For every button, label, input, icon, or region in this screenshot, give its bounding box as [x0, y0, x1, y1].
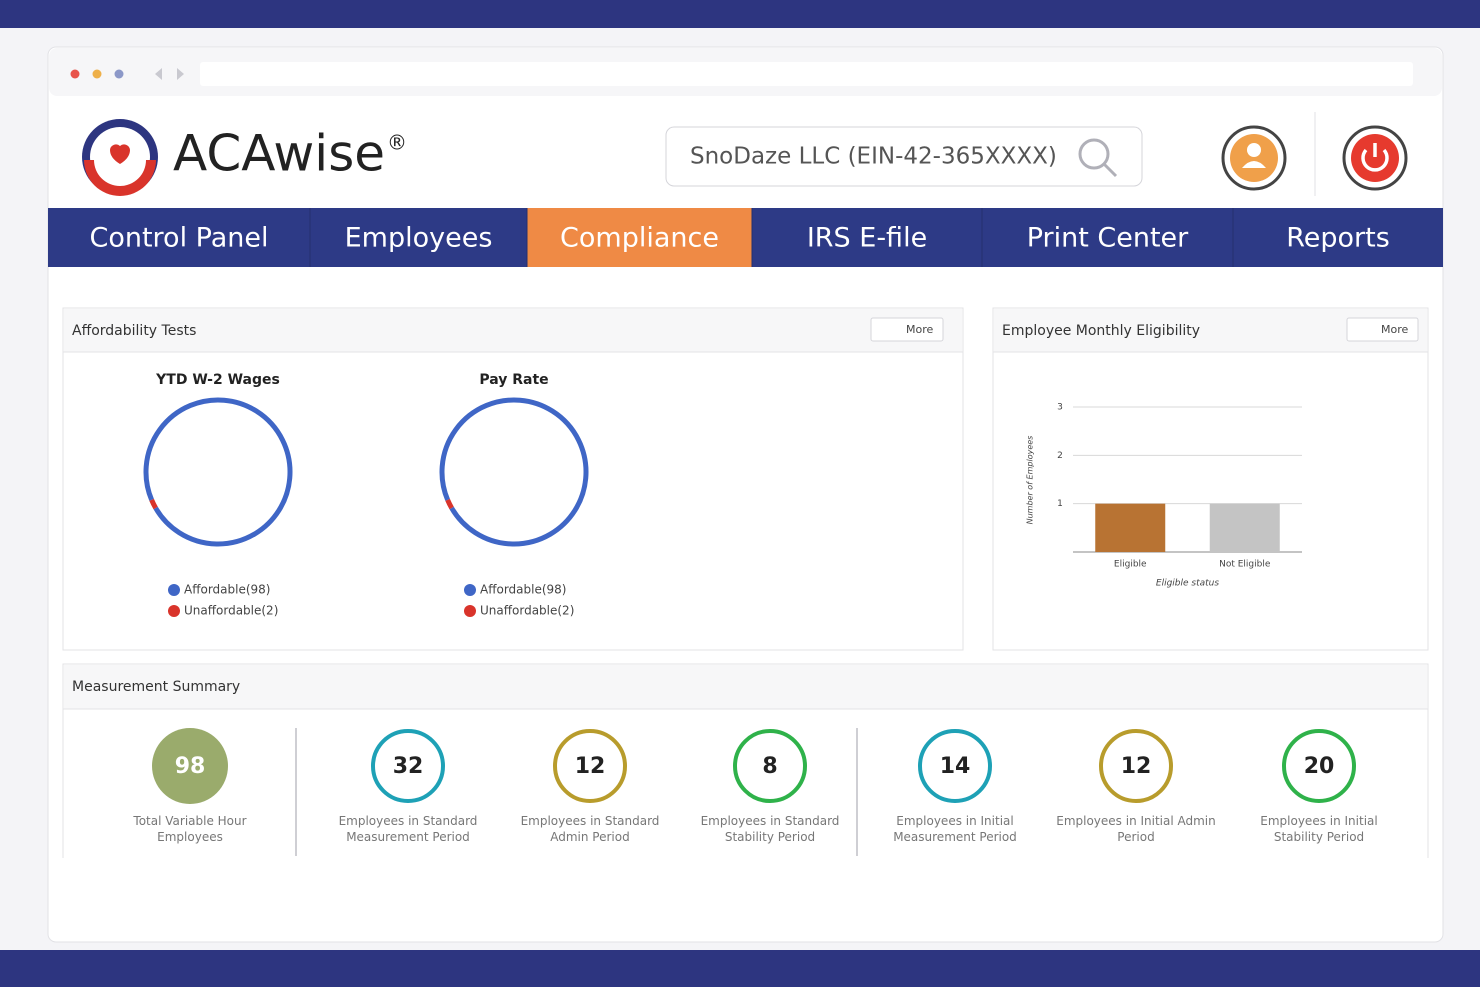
search-text: SnoDaze LLC (EIN-42-365XXXX) — [690, 144, 1057, 170]
legend-marker — [168, 605, 180, 617]
summary-label: Employees in Initial Admin Period — [1056, 814, 1216, 844]
y-axis-title: Number of Employees — [1026, 436, 1035, 525]
window-dot[interactable] — [92, 69, 102, 79]
summary-label: Total Variable Hour Employees — [133, 814, 247, 844]
trademark: ® — [387, 131, 407, 155]
summary-circle — [1099, 729, 1173, 803]
donut-segment — [149, 498, 158, 510]
summary-circle — [1282, 729, 1356, 803]
summary-circle — [918, 729, 992, 803]
chart-title: YTD W-2 Wages — [155, 372, 280, 388]
summary-value: 14 — [940, 754, 971, 779]
nav-item[interactable]: Reports — [1286, 223, 1390, 254]
back-arrow[interactable] — [155, 68, 162, 80]
summary-label-box: Employees in Standard Admin Period — [520, 814, 660, 844]
legend-label: Affordable(98) — [480, 583, 566, 597]
summary-circle — [371, 729, 445, 803]
bottom-band — [0, 950, 1480, 987]
chart-title: Pay Rate — [479, 372, 548, 388]
nav-active — [527, 208, 752, 267]
logout-button[interactable] — [1342, 125, 1408, 191]
legend-marker — [168, 584, 180, 596]
summary-label: Employees in Standard Stability Period — [700, 814, 840, 844]
nav-item[interactable]: Compliance — [560, 223, 719, 254]
nav-item[interactable]: Employees — [345, 223, 493, 254]
panel-title: Measurement Summary — [72, 679, 240, 695]
search-icon[interactable] — [1078, 138, 1110, 170]
summary-circle — [733, 729, 807, 803]
summary-label-box: Employees in Initial Admin Period — [1056, 814, 1216, 844]
donut-segment — [439, 397, 589, 547]
donut-segment — [143, 397, 293, 547]
summary-label: Employees in Standard Measurement Period — [338, 814, 478, 844]
summary-label-box: Employees in Initial Stability Period — [1260, 814, 1378, 844]
panel-title: Employee Monthly Eligibility — [1002, 323, 1200, 339]
summary-label-box: Employees in Initial Measurement Period — [893, 814, 1017, 844]
logo — [82, 119, 158, 196]
search-icon — [1102, 162, 1118, 178]
x-axis-title: Eligible status — [1156, 579, 1219, 589]
x-tick-label: Eligible — [1114, 560, 1147, 570]
legend-label: Unaffordable(2) — [480, 604, 574, 618]
summary-value: 8 — [762, 754, 777, 779]
x-tick-label: Not Eligible — [1219, 560, 1271, 570]
summary-label-box: Employees in Standard Stability Period — [700, 814, 840, 844]
top-band — [0, 0, 1480, 28]
donut-segment — [445, 498, 454, 510]
affordability-panel — [62, 307, 964, 651]
summary-value: 98 — [175, 754, 206, 779]
bar — [1095, 503, 1166, 552]
forward-arrow[interactable] — [177, 68, 184, 80]
summary-value: 32 — [393, 754, 424, 779]
summary-label: Employees in Initial Measurement Period — [893, 814, 1017, 844]
panel-title: Affordability Tests — [72, 323, 196, 339]
more-button[interactable] — [1346, 317, 1419, 342]
more-label: More — [906, 323, 934, 336]
search-box[interactable] — [665, 126, 1143, 187]
legend-marker — [464, 584, 476, 596]
window-dot[interactable] — [70, 69, 80, 79]
y-tick-label: 3 — [1057, 403, 1063, 413]
summary-value: 20 — [1304, 754, 1335, 779]
window-dot[interactable] — [114, 69, 124, 79]
summary-label-box: Employees in Standard Measurement Period — [338, 814, 478, 844]
summary-label: Employees in Standard Admin Period — [520, 814, 660, 844]
bar — [1209, 503, 1280, 552]
user-button[interactable] — [1221, 125, 1287, 191]
address-bar[interactable] — [200, 62, 1413, 86]
legend-label: Affordable(98) — [184, 583, 270, 597]
eligibility-panel — [992, 307, 1429, 651]
legend-marker — [464, 605, 476, 617]
legend-label: Unaffordable(2) — [184, 604, 278, 618]
brand-name: ACAwise — [173, 125, 385, 183]
summary-circle — [152, 728, 228, 804]
summary-value: 12 — [575, 754, 606, 779]
nav-item[interactable]: IRS E-file — [807, 223, 927, 254]
y-tick-label: 1 — [1057, 499, 1063, 509]
y-tick-label: 2 — [1057, 451, 1063, 461]
nav-item[interactable]: Print Center — [1027, 223, 1189, 254]
more-label: More — [1381, 323, 1409, 336]
more-button[interactable] — [870, 317, 944, 342]
summary-label: Employees in Initial Stability Period — [1260, 814, 1378, 844]
nav-item[interactable]: Control Panel — [89, 223, 268, 254]
summary-label-box: Total Variable Hour Employees — [133, 814, 247, 844]
summary-circle — [553, 729, 627, 803]
summary-value: 12 — [1121, 754, 1152, 779]
